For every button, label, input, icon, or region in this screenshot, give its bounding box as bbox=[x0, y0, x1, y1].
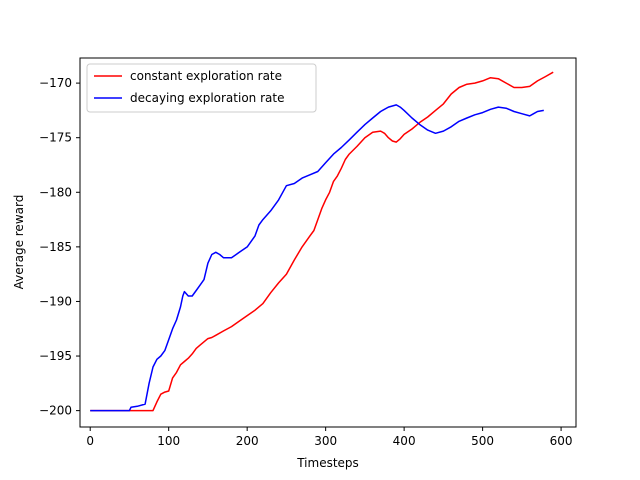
x-axis-ticks: 0 100 200 300 400 500 600 bbox=[86, 427, 573, 448]
x-tick-label: 600 bbox=[550, 434, 573, 448]
y-tick-label: −195 bbox=[39, 349, 72, 363]
series-line-decaying bbox=[90, 104, 544, 412]
y-tick-label: −180 bbox=[39, 185, 72, 199]
y-tick-label: −185 bbox=[39, 240, 72, 254]
legend: constant exploration rate decaying explo… bbox=[86, 63, 317, 113]
y-tick-label: −200 bbox=[39, 404, 72, 418]
y-axis-ticks: −200 −195 −190 −185 −180 −175 −170 bbox=[39, 76, 80, 418]
y-tick-label: −170 bbox=[39, 76, 72, 90]
plot-lines bbox=[90, 71, 554, 412]
x-axis-label: Timesteps bbox=[296, 456, 359, 470]
x-tick-label: 400 bbox=[393, 434, 416, 448]
x-tick-label: 500 bbox=[471, 434, 494, 448]
y-tick-label: −175 bbox=[39, 131, 72, 145]
x-tick-label: 100 bbox=[157, 434, 180, 448]
legend-label-decaying: decaying exploration rate bbox=[130, 91, 284, 105]
y-axis-label: Average reward bbox=[12, 195, 26, 290]
x-tick-label: 300 bbox=[314, 434, 337, 448]
legend-label-constant: constant exploration rate bbox=[130, 69, 282, 83]
axes-frame bbox=[79, 57, 577, 428]
legend-box bbox=[86, 63, 317, 113]
series-line-constant bbox=[90, 71, 554, 412]
y-tick-label: −190 bbox=[39, 294, 72, 308]
x-tick-label: 0 bbox=[86, 434, 94, 448]
x-tick-label: 200 bbox=[236, 434, 259, 448]
